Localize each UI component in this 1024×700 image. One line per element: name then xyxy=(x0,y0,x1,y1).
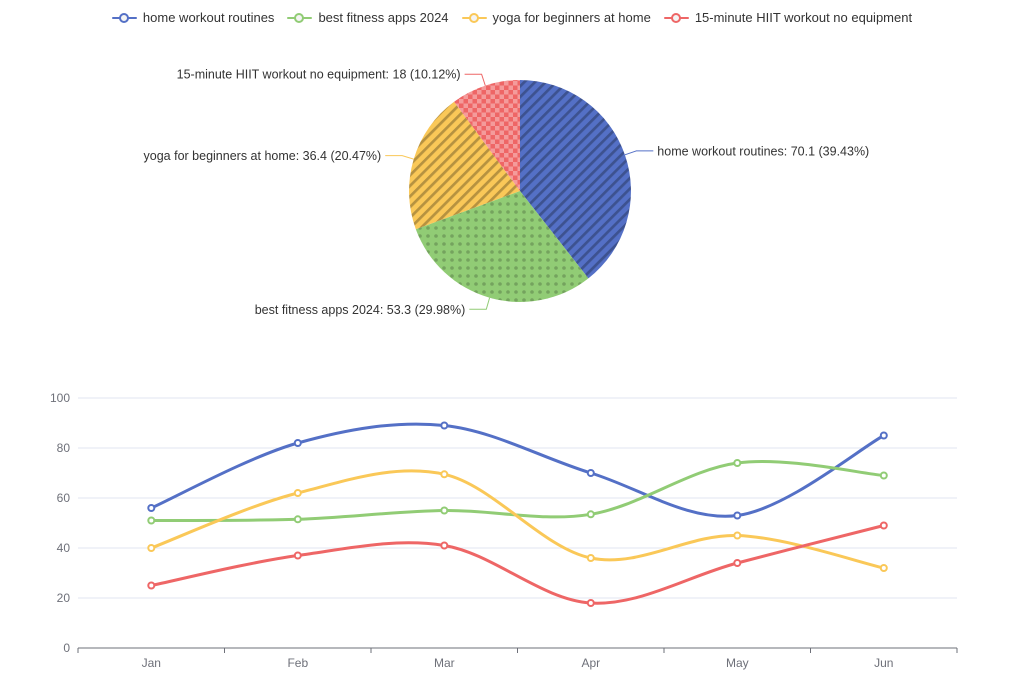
pie-chart: home workout routines: 70.1 (39.43%) best… xyxy=(144,68,870,317)
line-series-icon xyxy=(461,12,487,24)
pie-label-home-workout-routines: home workout routines: 70.1 (39.43%) xyxy=(657,144,869,158)
pie-label-yoga-for-beginners-at-home: yoga for beginners at home: 36.4 (20.47%… xyxy=(144,149,382,163)
pie-label-line xyxy=(469,297,491,310)
y-axis-tick-label: 80 xyxy=(57,441,71,455)
y-axis-tick-label: 100 xyxy=(50,391,70,405)
y-axis-tick-label: 60 xyxy=(57,491,71,505)
data-point-best-fitness-apps-2024-jan[interactable] xyxy=(147,516,156,525)
pie-slice-home-workout-routines[interactable] xyxy=(520,80,631,279)
pie-label-best-fitness-apps-2024: best fitness apps 2024: 53.3 (29.98%) xyxy=(255,303,466,317)
line-series-yoga-for-beginners-at-home xyxy=(149,469,886,570)
data-point-best-fitness-apps-2024-mar[interactable] xyxy=(440,506,449,515)
line-series-home-workout-routines xyxy=(149,422,886,518)
line-series-icon xyxy=(287,12,313,24)
data-point-yoga-for-beginners-at-home-may[interactable] xyxy=(733,531,742,540)
pie-label-line xyxy=(464,73,486,86)
data-point-home-workout-routines-apr[interactable] xyxy=(586,469,595,477)
x-axis-tick-label: May xyxy=(726,656,749,670)
data-point-home-workout-routines-jan[interactable] xyxy=(147,504,156,512)
data-point-best-fitness-apps-2024-apr[interactable] xyxy=(586,510,595,519)
data-point-15-minute-hiit-workout-no-equipment-mar[interactable] xyxy=(440,541,449,550)
pie-label-line xyxy=(385,155,414,160)
x-axis-tick-label: Feb xyxy=(287,656,308,670)
legend-item-home-workout-routines[interactable]: home workout routines xyxy=(111,10,275,25)
legend-item-label: home workout routines xyxy=(142,10,275,25)
pie-label-15-minute-hiit-workout-no-equipment: 15-minute HIIT workout no equipment: 18 … xyxy=(177,68,461,82)
data-point-yoga-for-beginners-at-home-feb[interactable] xyxy=(293,489,302,497)
data-point-15-minute-hiit-workout-no-equipment-jun[interactable] xyxy=(879,521,888,530)
line-chart: 0 20 40 60 80 100 Jan Feb Mar Apr May Jun xyxy=(50,391,958,670)
data-point-yoga-for-beginners-at-home-apr[interactable] xyxy=(586,554,595,562)
legend-item-best-fitness-apps-2024[interactable]: best fitness apps 2024 xyxy=(287,10,449,25)
y-axis-tick-label: 20 xyxy=(57,591,71,605)
data-point-yoga-for-beginners-at-home-mar[interactable] xyxy=(440,470,449,479)
y-axis-tick-label: 40 xyxy=(57,541,71,555)
line-series-15-minute-hiit-workout-no-equipment xyxy=(149,524,886,605)
data-point-home-workout-routines-feb[interactable] xyxy=(293,439,302,447)
x-axis-tick-label: Jun xyxy=(874,656,893,670)
line-series-best-fitness-apps-2024 xyxy=(149,460,886,522)
data-point-15-minute-hiit-workout-no-equipment-may[interactable] xyxy=(733,559,742,567)
data-point-best-fitness-apps-2024-may[interactable] xyxy=(733,459,742,467)
legend-item-15-minute-hiit-workout-no-equipment[interactable]: 15-minute HIIT workout no equipment xyxy=(663,10,913,25)
pie-slice-yoga-for-beginners-at-home[interactable] xyxy=(409,101,520,230)
line-series-icon xyxy=(111,12,137,24)
data-point-yoga-for-beginners-at-home-jan[interactable] xyxy=(147,544,156,552)
pie-label-line xyxy=(624,150,654,156)
legend-item-label: yoga for beginners at home xyxy=(492,10,651,25)
legend-item-label: 15-minute HIIT workout no equipment xyxy=(694,10,913,25)
y-axis-tick-label: 0 xyxy=(63,641,70,655)
x-axis-tick-label: Mar xyxy=(434,656,455,670)
data-point-15-minute-hiit-workout-no-equipment-feb[interactable] xyxy=(293,551,302,560)
legend-item-label: best fitness apps 2024 xyxy=(318,10,449,25)
pie-slice-15-minute-hiit-workout-no-equipment[interactable] xyxy=(454,80,520,191)
data-point-yoga-for-beginners-at-home-jun[interactable] xyxy=(879,564,888,572)
data-point-home-workout-routines-may[interactable] xyxy=(733,511,742,520)
data-point-15-minute-hiit-workout-no-equipment-apr[interactable] xyxy=(586,599,595,607)
line-series-icon xyxy=(663,12,689,24)
data-point-15-minute-hiit-workout-no-equipment-jan[interactable] xyxy=(147,581,156,590)
chart-legend: home workout routines best fitness apps 2… xyxy=(0,11,1024,24)
legend-item-yoga-for-beginners-at-home[interactable]: yoga for beginners at home xyxy=(461,10,651,25)
pie-slice-best-fitness-apps-2024[interactable] xyxy=(415,191,589,302)
data-point-home-workout-routines-mar[interactable] xyxy=(440,421,449,430)
data-point-home-workout-routines-jun[interactable] xyxy=(879,431,888,440)
x-axis-tick-label: Jan xyxy=(142,656,161,670)
x-axis-tick-label: Apr xyxy=(581,656,600,670)
data-point-best-fitness-apps-2024-feb[interactable] xyxy=(293,515,302,524)
data-point-best-fitness-apps-2024-jun[interactable] xyxy=(879,471,888,480)
